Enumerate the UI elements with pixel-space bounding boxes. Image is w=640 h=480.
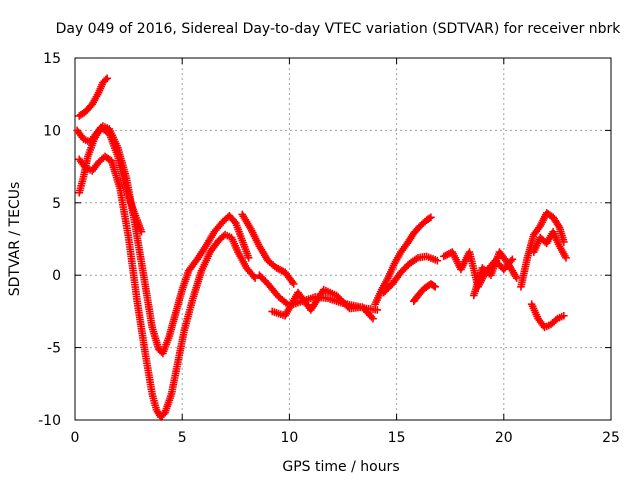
data-point: [560, 238, 568, 246]
satellite-track-3: [75, 152, 259, 421]
plot-frame: [74, 57, 612, 421]
y-tick-label: 5: [52, 196, 61, 212]
satellite-track-14: [530, 227, 570, 262]
data-point: [512, 274, 521, 282]
data-point: [137, 227, 146, 236]
data-point: [431, 282, 439, 291]
y-tick-label: 0: [52, 268, 61, 284]
data-point: [433, 256, 442, 265]
x-tick-label: 5: [178, 430, 187, 446]
data-point: [103, 74, 111, 83]
y-tick-label: 15: [43, 51, 61, 67]
y-tick-label: -10: [38, 413, 61, 429]
data-point: [289, 280, 298, 288]
x-tick-label: 10: [280, 430, 298, 446]
satellite-track-5: [238, 210, 298, 288]
x-tick-label: 20: [495, 430, 513, 446]
x-tick-label: 15: [388, 430, 406, 446]
chart-title: Day 049 of 2016, Sidereal Day-to-day VTE…: [56, 21, 622, 37]
satellite-track-15: [527, 300, 568, 332]
data-marks: [73, 74, 570, 421]
satellite-track-12: [469, 248, 521, 300]
data-point: [560, 311, 568, 320]
data-point: [244, 254, 253, 262]
data-point: [373, 306, 382, 314]
data-point: [427, 213, 435, 222]
tick-labels: 0 5 10 15 20 25 -10 -5 0 5 10 15: [38, 51, 620, 446]
x-tick-label: 0: [71, 430, 80, 446]
data-point: [369, 314, 377, 323]
satellite-track-10: [409, 280, 439, 306]
x-tick-label: 25: [602, 430, 620, 446]
satellite-track-1: [75, 74, 111, 120]
satellite-track-7: [268, 285, 377, 323]
y-tick-label: -5: [47, 341, 61, 357]
satellite-track-4: [75, 123, 146, 236]
x-axis-label: GPS time / hours: [282, 459, 399, 475]
satellite-track-8: [371, 213, 435, 308]
satellite-track-9: [379, 252, 442, 297]
axis-ticks: [74, 57, 612, 421]
satellite-track-6: [255, 271, 382, 314]
data-point: [562, 254, 570, 262]
data-point: [251, 274, 259, 282]
y-tick-label: 10: [43, 123, 61, 139]
y-axis-label: SDTVAR / TECUs: [7, 182, 23, 297]
satellite-track-13: [517, 209, 568, 291]
data-point: [508, 255, 517, 264]
